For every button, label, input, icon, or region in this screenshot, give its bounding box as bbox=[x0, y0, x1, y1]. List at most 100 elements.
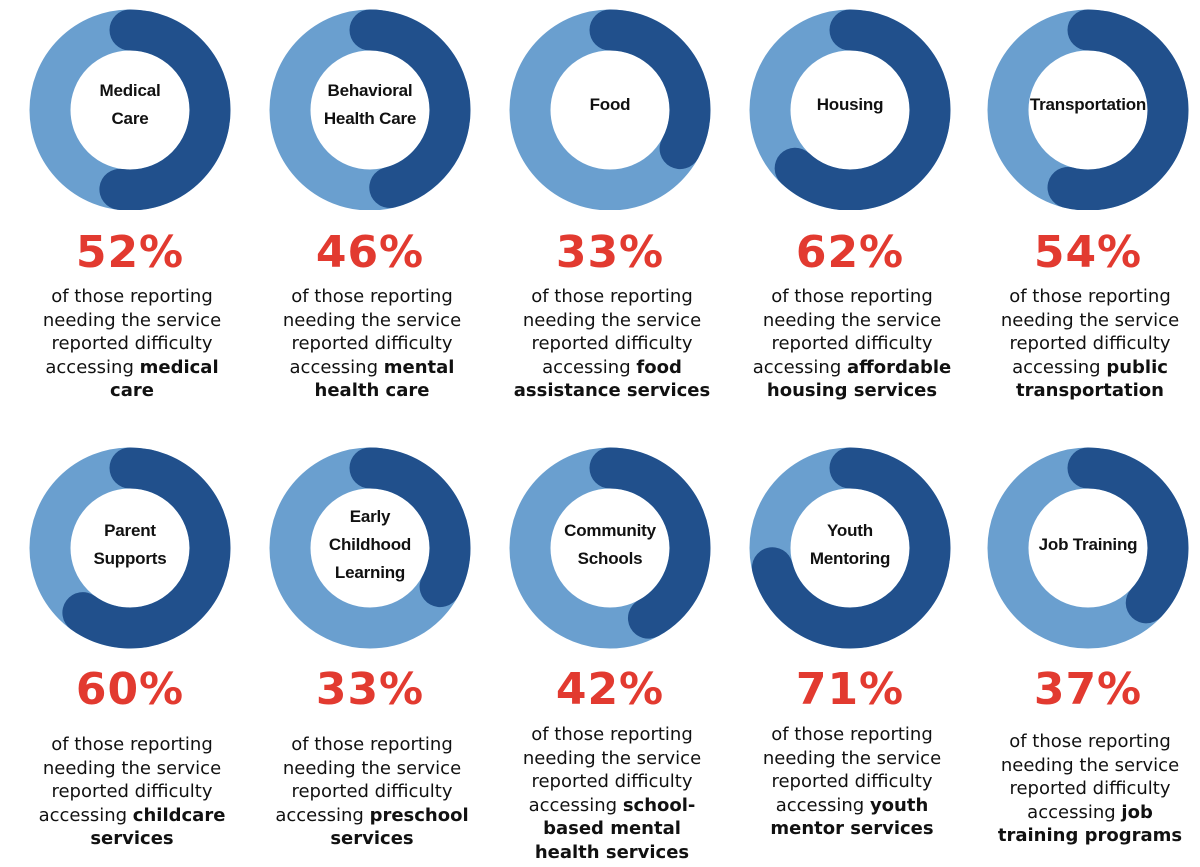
donut-chart: Community Schools bbox=[490, 440, 730, 650]
service-name: childcare services bbox=[90, 804, 226, 850]
desc-accessing: accessing bbox=[542, 356, 631, 378]
donut-svg bbox=[987, 447, 1189, 649]
service-name: affordable housing services bbox=[766, 356, 952, 402]
percent-value: 62% bbox=[795, 227, 905, 278]
description: of those reporting needing the service r… bbox=[272, 285, 472, 403]
service-title: Community Schools bbox=[564, 521, 656, 568]
service-name: medical care bbox=[110, 356, 219, 402]
description: of those reporting needing the service r… bbox=[990, 730, 1190, 848]
desc-line-1: of those reporting bbox=[531, 724, 693, 745]
desc-accessing: accessing bbox=[528, 794, 618, 816]
donut-value-arc bbox=[29, 9, 231, 210]
desc-line-1: of those reporting bbox=[531, 286, 693, 307]
description: of those reporting needing the service r… bbox=[752, 723, 952, 841]
donut-chart: Youth Mentoring bbox=[730, 440, 970, 650]
percent-value: 52% bbox=[75, 227, 185, 278]
description: of those reporting needing the service r… bbox=[272, 733, 472, 851]
service-title: Behavioral Health Care bbox=[323, 81, 417, 128]
donut-svg bbox=[749, 447, 951, 649]
percent-value: 60% bbox=[75, 664, 185, 715]
donut-chart: Early Childhood Learning bbox=[250, 440, 490, 650]
desc-accessing: accessing bbox=[38, 804, 128, 826]
desc-line-1: of those reporting bbox=[291, 734, 453, 755]
donut-chart: Medical Care bbox=[10, 0, 250, 210]
service-name: mental health care bbox=[314, 356, 455, 402]
desc-accessing: accessing bbox=[1012, 356, 1101, 378]
desc-line-3: reported difficulty bbox=[51, 333, 213, 354]
service-name: public transportation bbox=[1016, 356, 1168, 402]
service-title: Housing bbox=[816, 95, 884, 114]
desc-line-3: reported difficulty bbox=[1009, 778, 1171, 799]
desc-accessing: accessing bbox=[45, 356, 134, 378]
desc-line-2: needing the service bbox=[42, 757, 222, 779]
donut-chart: Food bbox=[490, 0, 730, 210]
donut-svg bbox=[269, 447, 471, 649]
desc-accessing: accessing bbox=[775, 794, 865, 816]
percent-value: 54% bbox=[1033, 227, 1143, 278]
donut-value-arc bbox=[749, 447, 951, 649]
desc-line-2: needing the service bbox=[1000, 754, 1180, 776]
desc-line-3: reported difficulty bbox=[51, 781, 213, 802]
service-name: job training programs bbox=[997, 801, 1183, 847]
donut-value-arc bbox=[749, 9, 951, 210]
desc-line-2: needing the service bbox=[282, 309, 462, 331]
percent-value: 42% bbox=[555, 664, 665, 715]
desc-accessing: accessing bbox=[752, 356, 842, 378]
desc-line-3: reported difficulty bbox=[291, 333, 453, 354]
donut-svg bbox=[29, 9, 231, 210]
description: of those reporting needing the service r… bbox=[512, 285, 712, 403]
service-name: youth mentor services bbox=[770, 794, 934, 840]
desc-accessing: accessing bbox=[1027, 801, 1116, 823]
service-name: preschool services bbox=[330, 804, 469, 850]
service-title: Job Training bbox=[1038, 535, 1138, 554]
service-title: Food bbox=[589, 95, 631, 114]
description: of those reporting needing the service r… bbox=[32, 733, 232, 851]
donut-svg bbox=[29, 447, 231, 649]
description: of those reporting needing the service r… bbox=[990, 285, 1190, 403]
description: of those reporting needing the service r… bbox=[32, 285, 232, 403]
donut-value-arc bbox=[987, 9, 1189, 210]
percent-value: 37% bbox=[1033, 664, 1143, 715]
percent-value: 33% bbox=[315, 664, 425, 715]
donut-svg bbox=[987, 9, 1189, 210]
donut-value-arc bbox=[269, 9, 471, 210]
donut-value-arc bbox=[509, 447, 711, 649]
donut-chart: Job Training bbox=[968, 440, 1200, 650]
description: of those reporting needing the service r… bbox=[512, 723, 712, 864]
desc-line-3: reported difficulty bbox=[1009, 333, 1171, 354]
percent-value: 71% bbox=[795, 664, 905, 715]
donut-value-arc bbox=[509, 9, 711, 210]
donut-chart: Transportation bbox=[968, 0, 1200, 210]
service-title: Transportation bbox=[1029, 95, 1147, 114]
desc-line-2: needing the service bbox=[1000, 309, 1180, 331]
desc-line-1: of those reporting bbox=[771, 724, 933, 745]
desc-accessing: accessing bbox=[275, 804, 364, 826]
donut-chart: Housing bbox=[730, 0, 970, 210]
description: of those reporting needing the service r… bbox=[752, 285, 952, 403]
donut-chart: Parent Supports bbox=[10, 440, 250, 650]
desc-line-1: of those reporting bbox=[291, 286, 453, 307]
donut-svg bbox=[509, 447, 711, 649]
desc-line-1: of those reporting bbox=[1009, 286, 1171, 307]
service-name: food assistance services bbox=[513, 356, 711, 402]
donut-svg bbox=[749, 9, 951, 210]
donut-value-arc bbox=[29, 447, 231, 649]
service-title: Youth Mentoring bbox=[809, 521, 891, 568]
desc-line-1: of those reporting bbox=[51, 734, 213, 755]
percent-value: 33% bbox=[555, 227, 665, 278]
desc-line-2: needing the service bbox=[282, 757, 462, 779]
donut-chart: Behavioral Health Care bbox=[250, 0, 490, 210]
desc-line-3: reported difficulty bbox=[771, 771, 933, 792]
desc-line-2: needing the service bbox=[522, 309, 702, 331]
desc-line-1: of those reporting bbox=[51, 286, 213, 307]
service-title: Early Childhood Learning bbox=[328, 507, 412, 582]
service-title: Parent Supports bbox=[93, 521, 167, 568]
donut-svg bbox=[509, 9, 711, 210]
desc-line-2: needing the service bbox=[762, 309, 942, 331]
donut-svg bbox=[269, 9, 471, 210]
desc-accessing: accessing bbox=[289, 356, 379, 378]
desc-line-2: needing the service bbox=[762, 747, 942, 769]
desc-line-3: reported difficulty bbox=[291, 781, 453, 802]
desc-line-3: reported difficulty bbox=[771, 333, 933, 354]
